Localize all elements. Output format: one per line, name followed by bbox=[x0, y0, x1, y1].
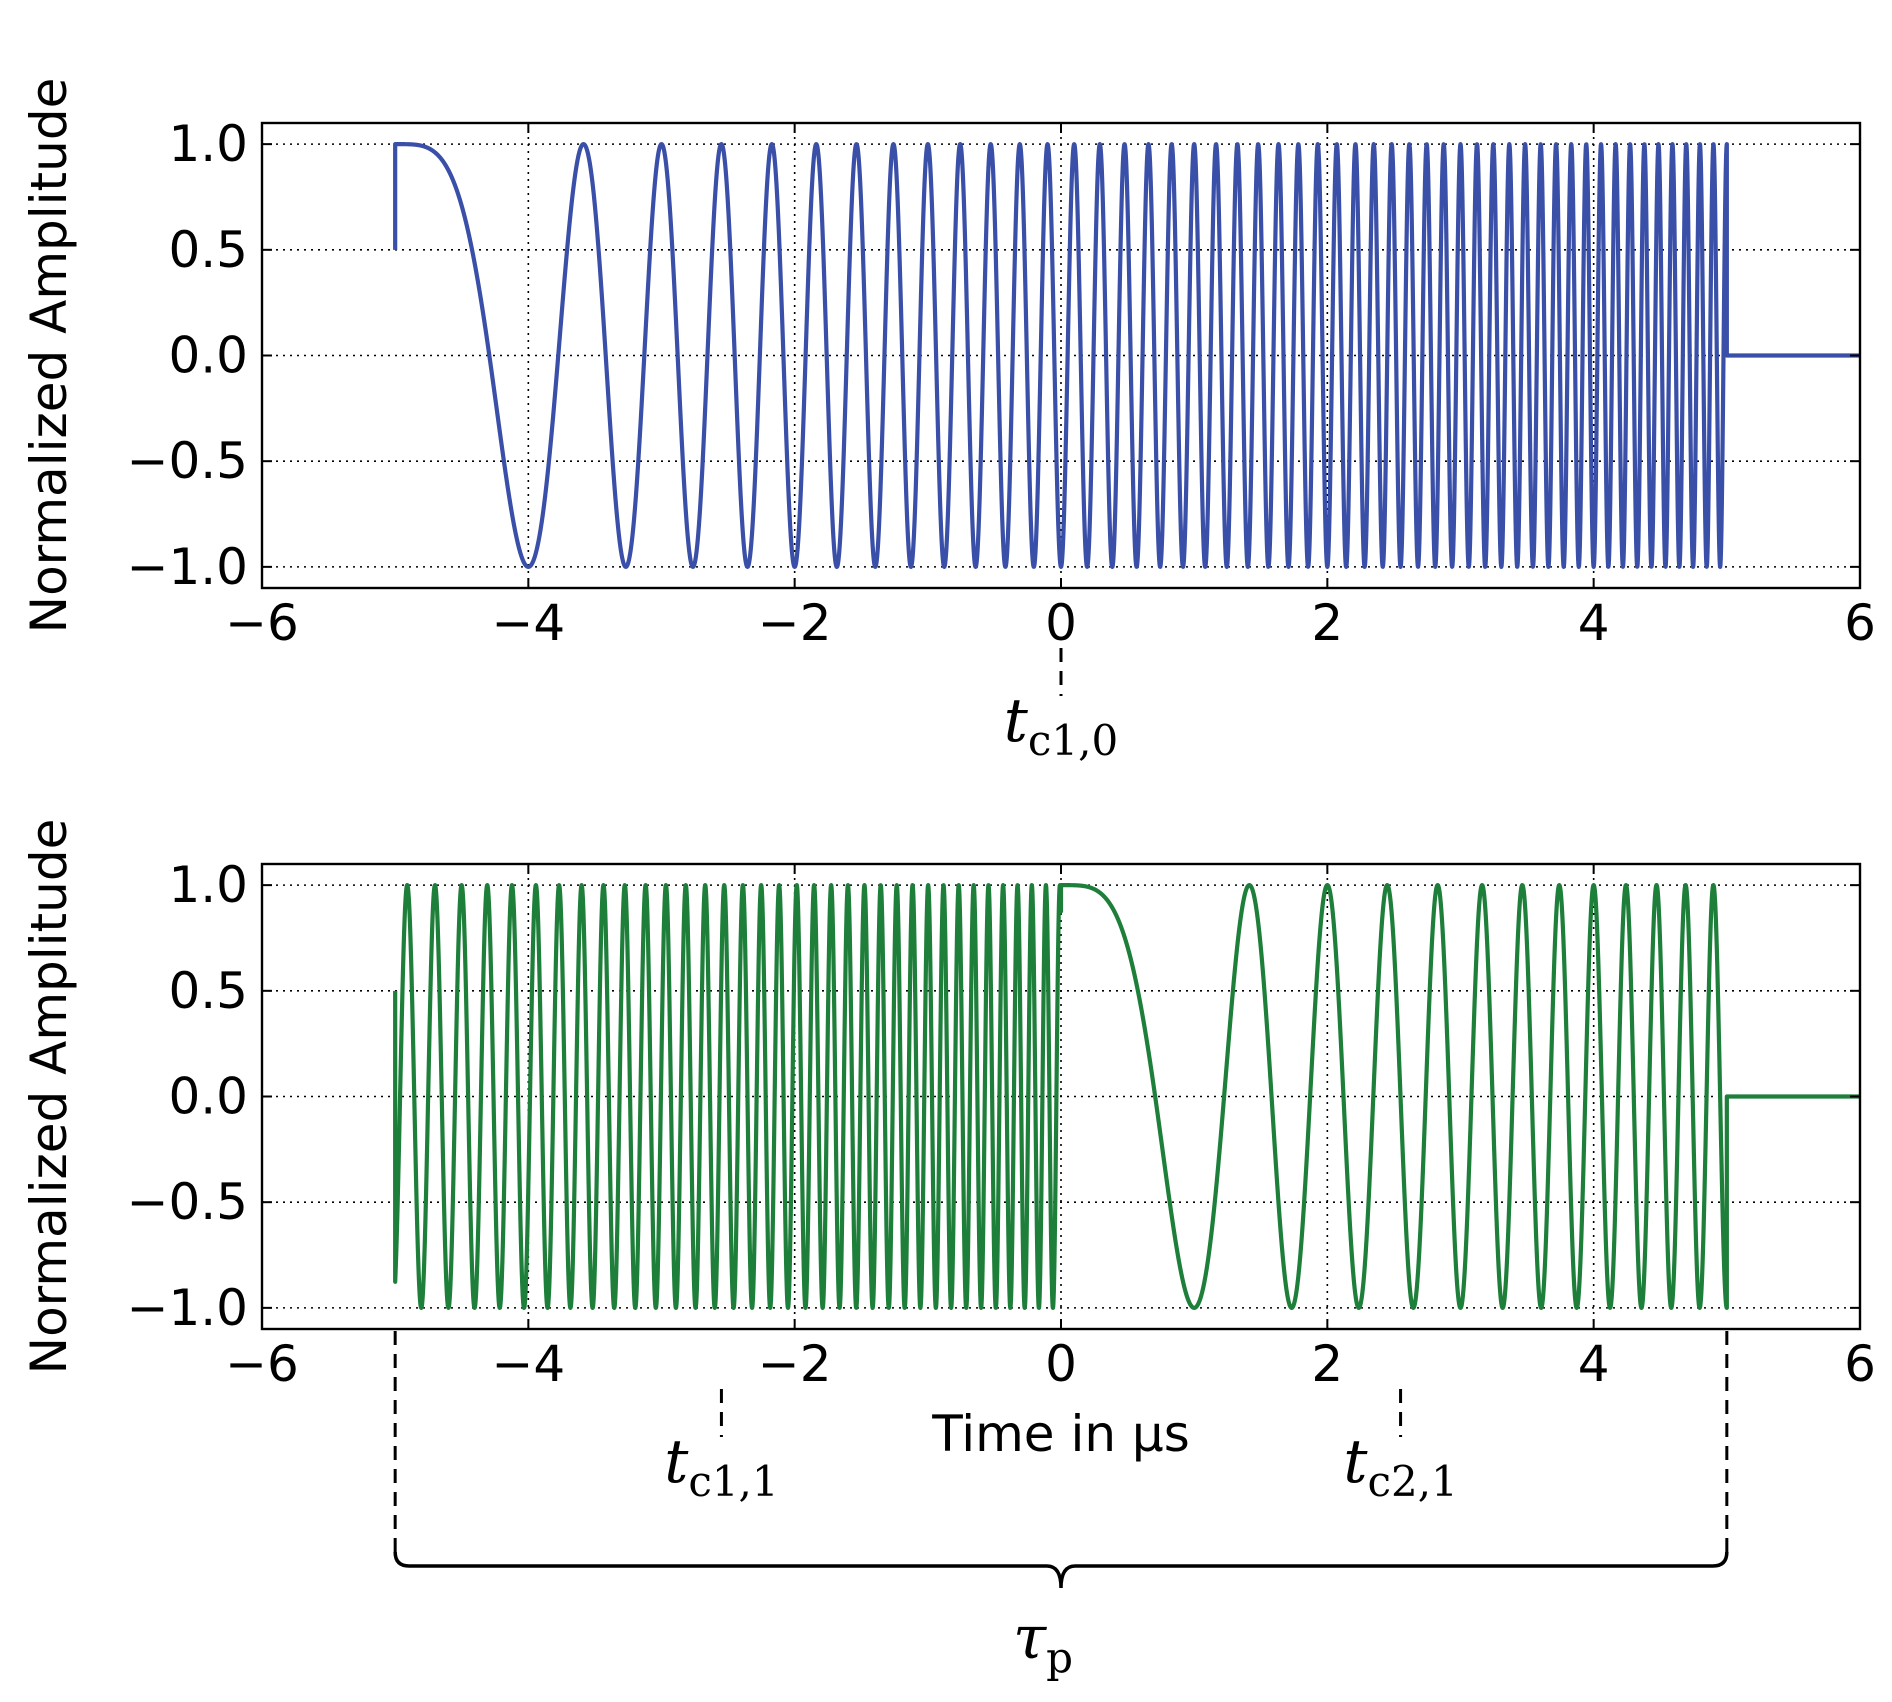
bot-x-tick-label-3: 0 bbox=[1045, 1335, 1077, 1393]
bot-series-0-line bbox=[393, 883, 1860, 1310]
top-x-tick-labels: −6 −4 −2 0 2 4 6 bbox=[225, 594, 1876, 652]
bottom-y-tick-labels: 1.0 0.5 0.0 −0.5 −1.0 bbox=[127, 856, 248, 1337]
top-x-tick-label-3: 0 bbox=[1045, 594, 1077, 652]
chart-bottom: −6 −4 −2 0 2 4 6 1.0 0.5 0.0 −0.5 −1.0 Normalized … bbox=[20, 819, 1876, 1682]
t_c2_1-label: tc2,1 bbox=[1343, 1427, 1457, 1506]
bot-x-tick-label-4: 2 bbox=[1311, 1335, 1343, 1393]
top-y-tick-label-3: −0.5 bbox=[127, 432, 248, 490]
top-x-tick-label-0: −6 bbox=[225, 594, 299, 652]
bot-x-tick-label-2: −2 bbox=[758, 1335, 832, 1393]
tau_p-label: τp bbox=[1013, 1603, 1073, 1682]
bottom-y-axis-label: Normalized Amplitude bbox=[20, 819, 78, 1375]
t_c1_0-label: tc1,0 bbox=[1004, 686, 1118, 765]
top-x-tick-label-5: 4 bbox=[1578, 594, 1610, 652]
bottom-ticks bbox=[261, 864, 1861, 1329]
top-annotations: tc1,0 bbox=[1004, 648, 1118, 765]
top-x-tick-label-6: 6 bbox=[1844, 594, 1876, 652]
top-y-tick-label-0: 1.0 bbox=[168, 115, 248, 173]
top-y-tick-label-2: 0.0 bbox=[168, 327, 248, 385]
top-x-tick-label-4: 2 bbox=[1311, 594, 1343, 652]
bot-x-tick-label-0: −6 bbox=[225, 1335, 299, 1393]
bot-x-tick-label-6: 6 bbox=[1844, 1335, 1876, 1393]
top-y-tick-labels: 1.0 0.5 0.0 −0.5 −1.0 bbox=[127, 115, 248, 596]
bot-y-tick-label-0: 1.0 bbox=[168, 856, 248, 914]
top-grid bbox=[262, 123, 1860, 588]
bot-y-tick-label-3: −0.5 bbox=[127, 1173, 248, 1231]
bot-y-tick-label-4: −1.0 bbox=[127, 1279, 248, 1337]
bottom-series-group bbox=[393, 883, 1860, 1310]
bottom-x-axis-label: Time in μs bbox=[931, 1405, 1190, 1463]
top-x-tick-label-1: −4 bbox=[491, 594, 565, 652]
bottom-x-tick-labels: −6 −4 −2 0 2 4 6 bbox=[225, 1335, 1876, 1393]
top-series-group bbox=[393, 142, 1860, 569]
bottom-annotations: tc1,1 tc2,1 τp bbox=[393, 1331, 1729, 1682]
top-x-tick-label-2: −2 bbox=[758, 594, 832, 652]
top-y-tick-label-1: 0.5 bbox=[168, 221, 248, 279]
top-series-0-line bbox=[393, 142, 1860, 569]
bot-x-tick-label-5: 4 bbox=[1578, 1335, 1610, 1393]
bot-x-tick-label-1: −4 bbox=[491, 1335, 565, 1393]
t_c1_1-label: tc1,1 bbox=[664, 1427, 778, 1506]
top-y-tick-label-4: −1.0 bbox=[127, 538, 248, 596]
tau_p-brace bbox=[393, 1551, 1729, 1589]
top-y-axis-label: Normalized Amplitude bbox=[20, 78, 78, 634]
bot-y-tick-label-1: 0.5 bbox=[168, 962, 248, 1020]
bot-y-tick-label-2: 0.0 bbox=[168, 1068, 248, 1126]
top-ticks bbox=[261, 123, 1861, 588]
chart-top: −6 −4 −2 0 2 4 6 1.0 0.5 0.0 −0.5 −1.0 Normalized … bbox=[20, 78, 1876, 765]
